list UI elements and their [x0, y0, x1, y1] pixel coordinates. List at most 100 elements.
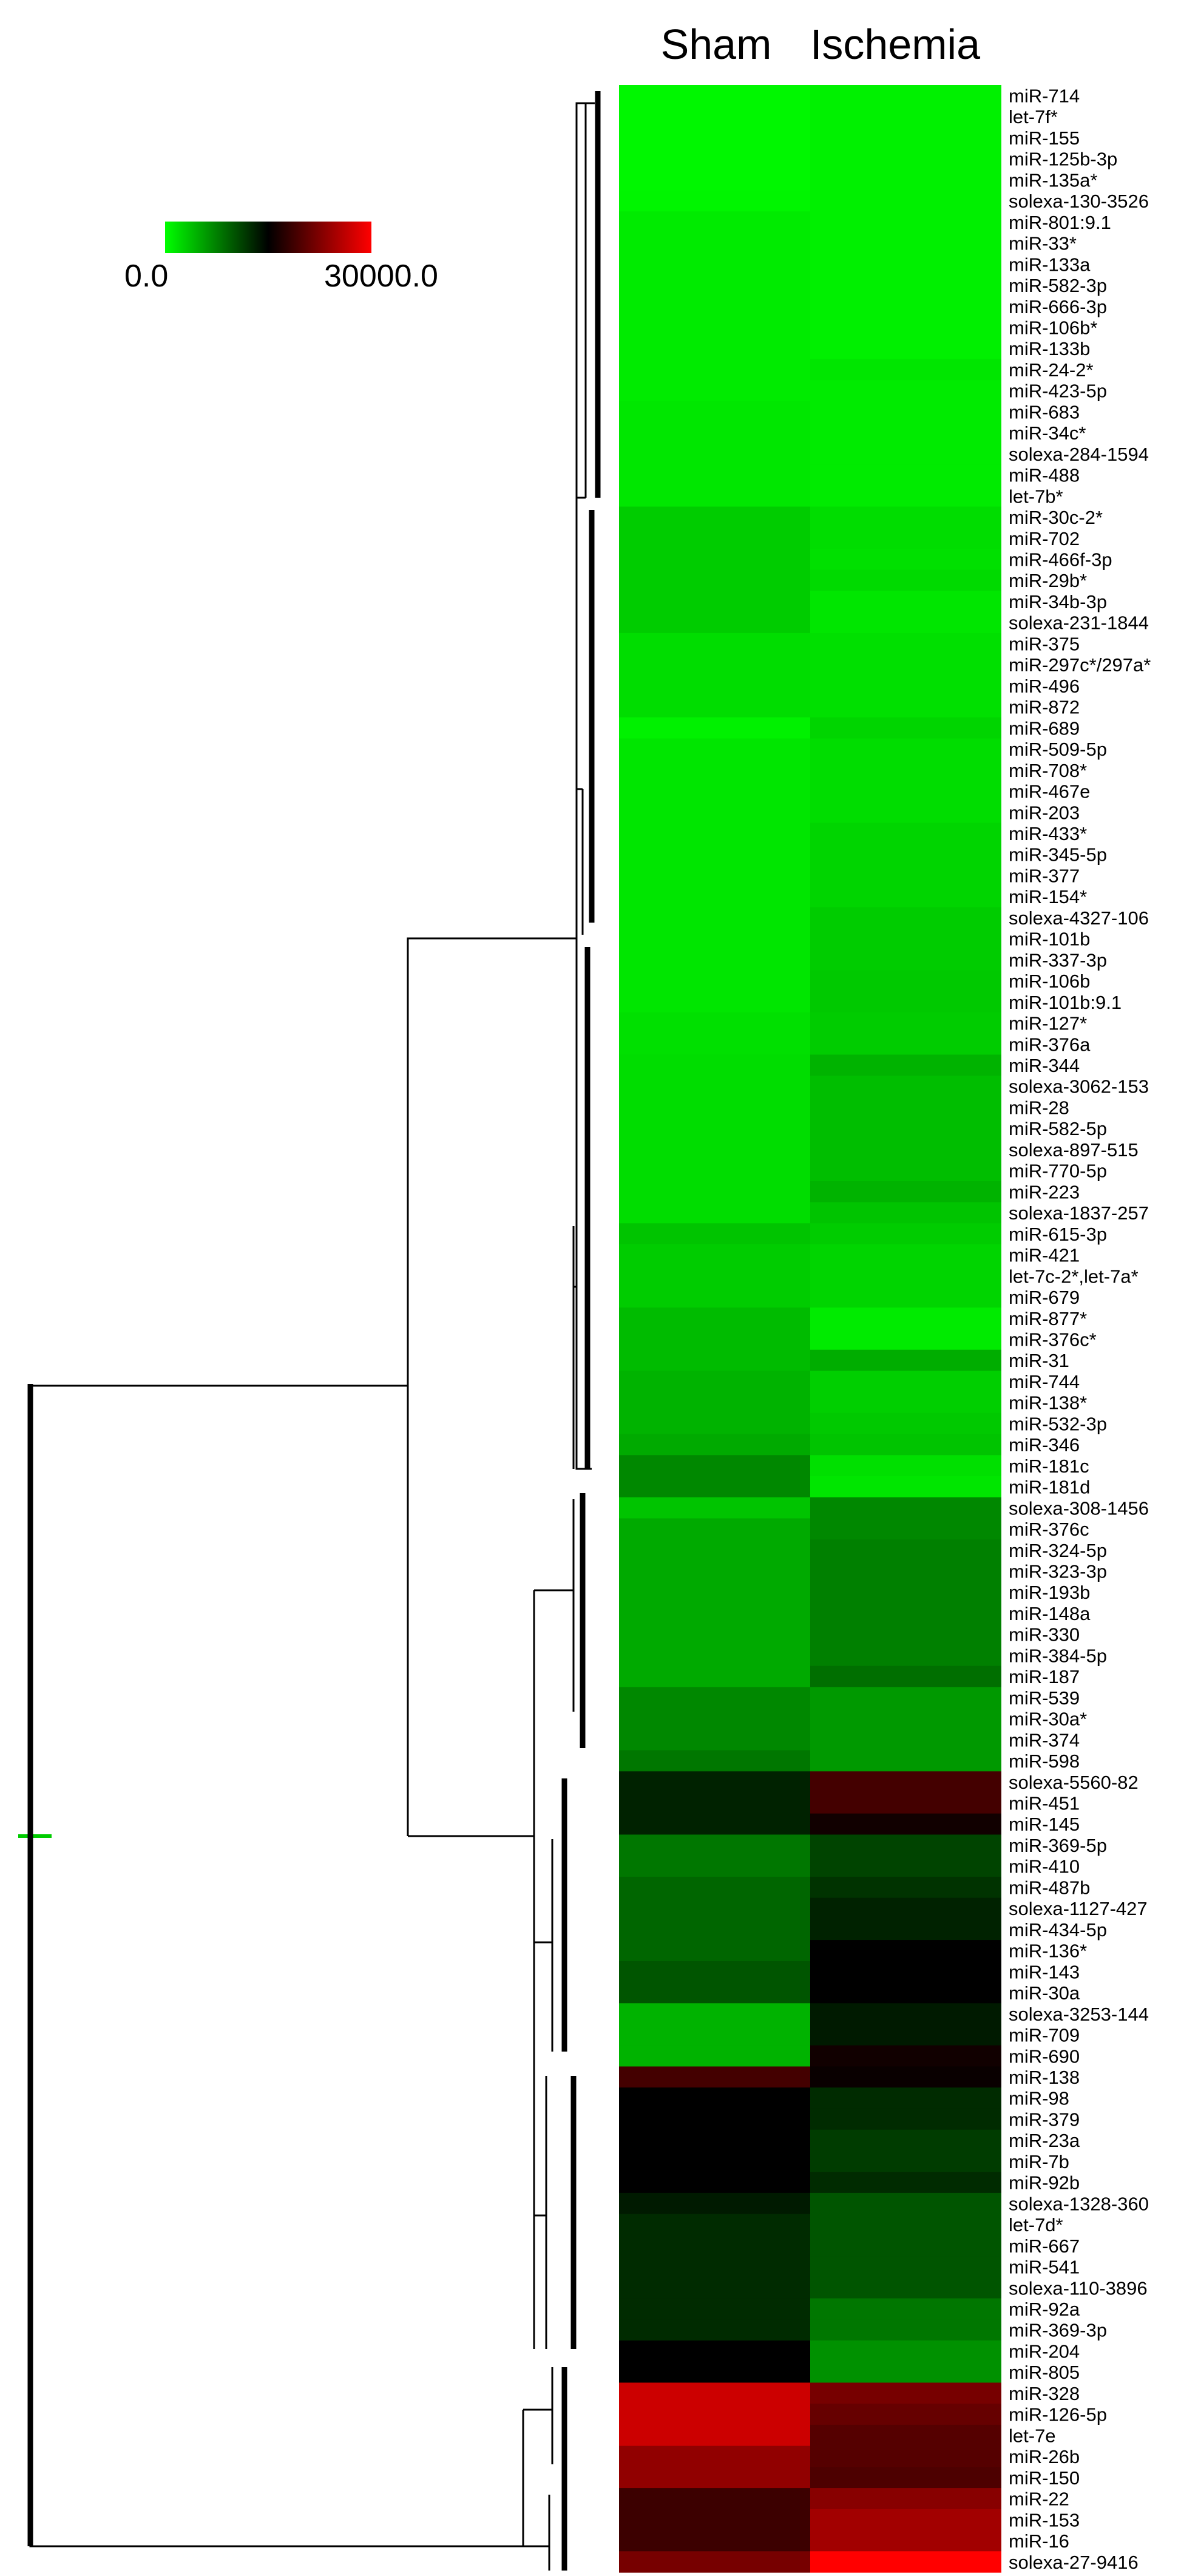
row-label: solexa-284-1594 [1009, 444, 1149, 465]
heatmap-cell [619, 675, 810, 697]
heatmap-cell [619, 317, 810, 339]
heatmap-cell [619, 2024, 810, 2046]
heatmap-cell [619, 127, 810, 149]
heatmap-cell [810, 2551, 1001, 2573]
row-label: miR-801:9.1 [1009, 212, 1111, 233]
heatmap-cell [619, 1961, 810, 1983]
heatmap-cell [619, 949, 810, 971]
heatmap-cell [619, 844, 810, 866]
heatmap-cell [619, 1624, 810, 1646]
heatmap-cell [619, 1982, 810, 2004]
heatmap-cell [619, 274, 810, 296]
heatmap-cell [810, 127, 1001, 149]
row-label: miR-679 [1009, 1287, 1080, 1308]
row-label: miR-708* [1009, 760, 1087, 781]
heatmap-cell [810, 907, 1001, 929]
heatmap-cell [619, 801, 810, 824]
row-label: miR-101b:9.1 [1009, 992, 1122, 1013]
heatmap-cell [810, 1624, 1001, 1646]
heatmap-cell [810, 2298, 1001, 2320]
row-label: miR-337-3p [1009, 949, 1107, 971]
row-label: miR-92b [1009, 2172, 1080, 2194]
heatmap-cell [619, 864, 810, 887]
heatmap-cell [619, 2424, 810, 2447]
heatmap-cell [810, 591, 1001, 612]
heatmap-cell [619, 991, 810, 1013]
row-label: miR-369-5p [1009, 1835, 1107, 1856]
heatmap-cell [619, 148, 810, 170]
row-label: miR-30a* [1009, 1709, 1087, 1730]
heatmap-cell [810, 1265, 1001, 1287]
heatmap-cell [619, 2382, 810, 2404]
heatmap-cell [619, 886, 810, 908]
heatmap-cell [810, 380, 1001, 402]
heatmap-cell [810, 549, 1001, 571]
heatmap-cell [619, 1561, 810, 1582]
heatmap-cell [810, 1897, 1001, 1920]
row-label: miR-30c-2* [1009, 507, 1103, 528]
heatmap-cell [810, 337, 1001, 360]
row-label: miR-451 [1009, 1793, 1080, 1814]
heatmap-cell [810, 2277, 1001, 2299]
heatmap-cell [619, 1750, 810, 1772]
heatmap-cell [810, 1181, 1001, 1203]
heatmap-cell [619, 1349, 810, 1372]
heatmap-cell [619, 2340, 810, 2362]
heatmap-cell [619, 1223, 810, 1245]
row-label: miR-376c* [1009, 1329, 1097, 1350]
row-label: miR-145 [1009, 1814, 1080, 1835]
row-label: miR-148a [1009, 1603, 1091, 1624]
heatmap-cell [810, 2446, 1001, 2467]
row-label: miR-16 [1009, 2530, 1069, 2552]
row-label: miR-384-5p [1009, 1645, 1107, 1666]
heatmap-cell [810, 253, 1001, 276]
heatmap-cell [619, 1202, 810, 1224]
row-label: miR-154* [1009, 886, 1087, 907]
row-label: miR-138* [1009, 1392, 1087, 1414]
heatmap-cell [810, 991, 1001, 1013]
heatmap-cell [619, 1940, 810, 1962]
heatmap-cell [810, 1160, 1001, 1182]
color-scale-bar [165, 222, 371, 253]
column-header-sham: Sham [661, 21, 772, 68]
row-label: miR-143 [1009, 1961, 1080, 1982]
heatmap-cell [810, 2151, 1001, 2172]
row-label: miR-133a [1009, 254, 1091, 275]
row-label: miR-375 [1009, 633, 1080, 654]
heatmap-cell [619, 253, 810, 276]
heatmap-cell [619, 1581, 810, 1604]
heatmap-cell [619, 2087, 810, 2109]
row-label: miR-709 [1009, 2025, 1080, 2046]
row-label: solexa-1328-360 [1009, 2193, 1149, 2214]
row-label: miR-203 [1009, 802, 1080, 823]
heatmap-cell [619, 380, 810, 402]
heatmap-cell [810, 632, 1001, 655]
row-label: solexa-1127-427 [1009, 1898, 1148, 1919]
row-label: miR-466f-3p [1009, 549, 1112, 571]
row-label: miR-106b* [1009, 317, 1097, 338]
heatmap-cell [619, 696, 810, 718]
row-label: solexa-4327-106 [1009, 907, 1149, 929]
heatmap-cell [619, 106, 810, 128]
heatmap-cell [810, 781, 1001, 802]
heatmap-cell [810, 1581, 1001, 1604]
heatmap-cell [810, 1223, 1001, 1245]
heatmap-cell [810, 1834, 1001, 1856]
heatmap-cell [810, 2256, 1001, 2278]
heatmap-cell [810, 2192, 1001, 2215]
heatmap-cell [810, 485, 1001, 507]
heatmap-cell [619, 1181, 810, 1203]
heatmap-cell [810, 464, 1001, 486]
heatmap-cell [810, 2108, 1001, 2130]
scale-max-label: 30000.0 [324, 259, 438, 294]
heatmap-cell [619, 190, 810, 212]
heatmap-cell [619, 1666, 810, 1687]
row-label: miR-345-5p [1009, 844, 1107, 866]
heatmap-cell [810, 1729, 1001, 1751]
heatmap-cell [810, 422, 1001, 444]
heatmap-cell [619, 2256, 810, 2278]
heatmap-cell [810, 1392, 1001, 1414]
heatmap-cell [810, 106, 1001, 128]
heatmap-cell [619, 296, 810, 317]
